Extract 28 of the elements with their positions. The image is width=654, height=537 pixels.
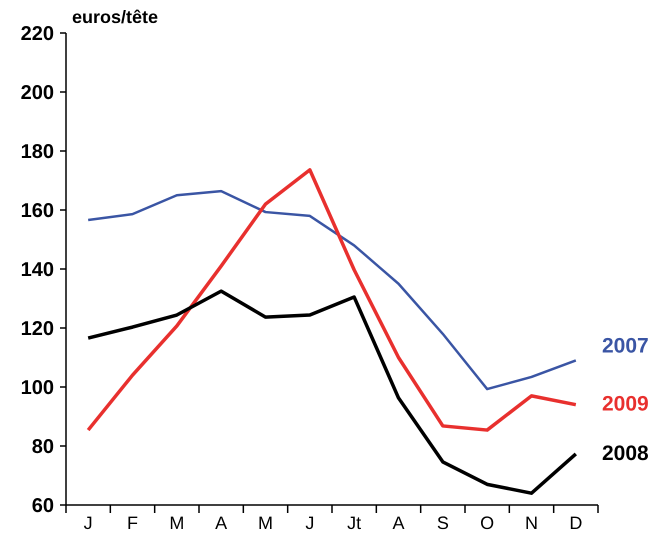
y-tick-label: 220 xyxy=(20,23,54,45)
line-series xyxy=(86,289,578,495)
x-tick-label: F xyxy=(127,513,138,533)
y-axis-title: euros/tête xyxy=(72,7,158,27)
y-tick-label: 80 xyxy=(32,436,54,458)
y-tick-label: 140 xyxy=(20,259,54,281)
series-label: 2009 xyxy=(602,392,649,416)
x-tick-label: J xyxy=(84,513,93,533)
y-tick-label: 200 xyxy=(20,82,54,104)
y-tick-label: 180 xyxy=(20,141,54,163)
x-tick-label: A xyxy=(215,513,228,533)
x-tick-label: A xyxy=(392,513,405,533)
x-tick-label: M xyxy=(169,513,184,533)
x-tick-label: Jt xyxy=(347,513,362,533)
series-label: 2008 xyxy=(602,442,650,465)
line-series xyxy=(86,190,578,390)
y-tick-label: 160 xyxy=(20,200,54,222)
x-tick-label: J xyxy=(305,513,314,533)
line-series xyxy=(86,168,578,432)
x-tick-label: D xyxy=(569,513,582,533)
x-tick-label: S xyxy=(436,513,449,533)
y-tick-label: 120 xyxy=(20,318,54,340)
x-tick-label: O xyxy=(480,513,494,533)
y-tick-label: 60 xyxy=(32,495,54,517)
x-tick-label: M xyxy=(258,513,273,533)
y-tick-label: 100 xyxy=(20,377,54,399)
x-tick-label: N xyxy=(525,513,538,533)
series-label: 2007 xyxy=(602,334,649,358)
